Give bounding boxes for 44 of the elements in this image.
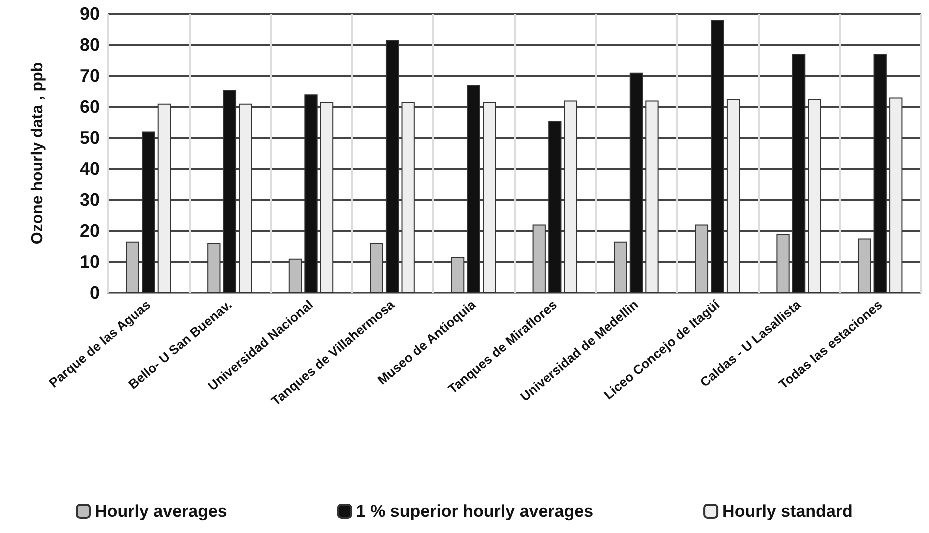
bar	[726, 99, 740, 293]
bar	[483, 102, 496, 293]
bar	[223, 90, 237, 293]
bar	[711, 20, 724, 293]
bar	[467, 85, 480, 293]
y-tick-label: 70	[80, 66, 100, 86]
bar	[142, 132, 156, 293]
bar	[208, 243, 221, 293]
bar	[320, 102, 334, 293]
y-tick-label: 40	[80, 159, 100, 179]
bar	[776, 234, 790, 293]
bar	[564, 100, 578, 293]
bar	[646, 100, 659, 293]
y-tick-label: 80	[80, 35, 100, 55]
y-tick-label: 90	[80, 4, 100, 24]
legend-label: Hourly averages	[95, 502, 228, 521]
bar	[386, 40, 400, 293]
bar	[890, 98, 903, 293]
y-tick-label: 30	[80, 190, 100, 210]
bar	[630, 72, 644, 293]
bar	[532, 224, 546, 293]
legend-label: 1 % superior hourly averages	[356, 502, 594, 521]
bar	[402, 102, 415, 293]
y-tick-label: 60	[80, 97, 100, 117]
bar	[858, 238, 872, 293]
bar	[808, 99, 822, 293]
bar	[304, 94, 318, 293]
bar	[158, 104, 172, 293]
bar	[126, 242, 140, 293]
y-tick-label: 50	[80, 128, 100, 148]
bar	[288, 258, 302, 293]
bar	[695, 224, 709, 293]
bar	[370, 243, 384, 293]
y-tick-label: 20	[80, 221, 100, 241]
bar	[239, 104, 252, 293]
bar	[874, 54, 887, 293]
bar	[451, 257, 465, 293]
y-tick-label: 10	[80, 252, 100, 272]
bar	[792, 54, 806, 293]
bar	[548, 120, 562, 293]
bar	[614, 242, 628, 293]
y-axis-title: Ozone hourly data , ppb	[30, 62, 46, 245]
legend-label: Hourly standard	[722, 502, 853, 521]
y-tick-label: 0	[90, 283, 100, 303]
